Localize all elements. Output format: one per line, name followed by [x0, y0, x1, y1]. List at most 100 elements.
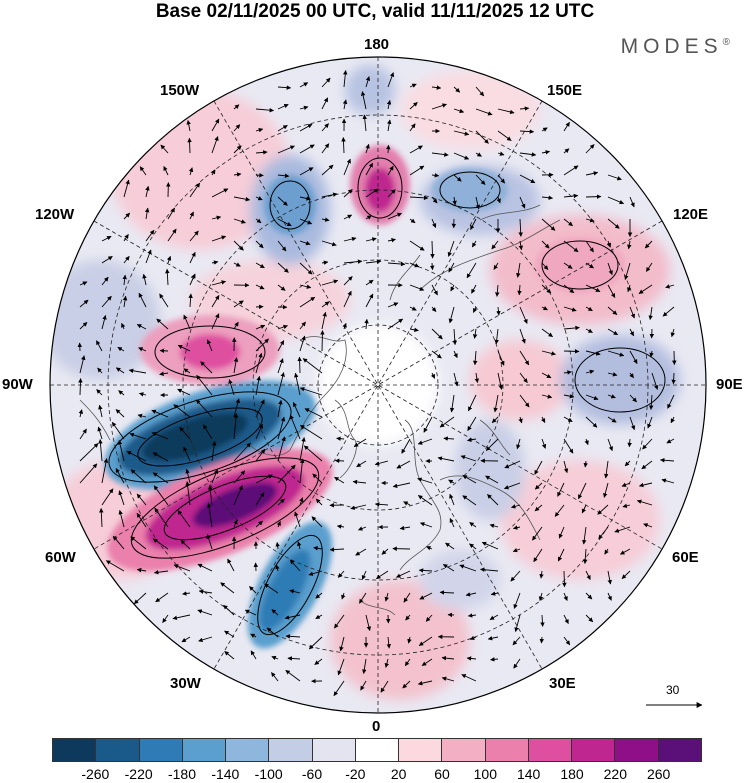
wind-arrow	[277, 436, 286, 462]
wind-arrow	[607, 262, 613, 276]
wind-arrow	[606, 240, 612, 248]
wind-arrow	[78, 378, 83, 396]
wind-arrow	[460, 455, 477, 462]
colorbar	[52, 738, 702, 762]
wind-arrow	[563, 148, 570, 154]
wind-arrow	[541, 394, 553, 399]
wind-arrow	[206, 502, 213, 528]
wind-arrow	[534, 482, 543, 490]
wind-arrow	[607, 174, 622, 181]
wind-arrow	[79, 443, 99, 462]
wind-arrow	[197, 563, 213, 572]
wind-arrow	[115, 468, 125, 484]
wind-arrow	[629, 196, 635, 208]
wind-arrow	[152, 472, 169, 484]
wind-arrow	[472, 328, 478, 339]
wind-arrow	[513, 592, 521, 609]
wind-arrow	[386, 636, 392, 649]
wind-arrow	[495, 284, 500, 297]
wind-arrow	[563, 240, 579, 253]
wind-arrow	[321, 123, 329, 132]
wind-arrow	[334, 614, 345, 629]
wind-arrow	[380, 680, 389, 693]
wind-arrow	[79, 281, 88, 286]
wind-arrow	[598, 526, 609, 540]
wind-arrow	[607, 570, 612, 585]
lon-label-30w: 30W	[170, 675, 201, 692]
wind-arrow	[431, 173, 440, 178]
wind-arrow	[558, 526, 565, 539]
colorbar-swatch	[52, 738, 97, 762]
wind-arrow	[211, 440, 217, 462]
wind-arrow	[255, 338, 269, 352]
wind-arrow	[365, 279, 374, 286]
wind-arrow	[255, 284, 265, 290]
lon-label-150w: 150W	[160, 82, 200, 99]
wind-arrow	[585, 306, 593, 312]
wind-arrow	[299, 335, 306, 352]
wind-arrow	[336, 524, 345, 529]
wind-arrow	[97, 367, 103, 374]
wind-arrow	[450, 284, 455, 292]
wind-arrow	[360, 91, 367, 110]
wind-arrow	[490, 657, 499, 662]
wind-arrow	[629, 416, 636, 431]
wind-arrow	[315, 614, 323, 620]
wind-arrow	[196, 374, 213, 396]
wind-arrow	[233, 300, 244, 308]
wind-arrow	[405, 614, 411, 621]
wind-arrow	[430, 240, 435, 259]
wind-arrow	[321, 311, 327, 330]
wind-arrow	[519, 196, 526, 209]
wind-arrow	[302, 358, 323, 374]
wind-arrow	[459, 564, 477, 572]
wind-arrow	[292, 401, 301, 418]
wind-arrow	[563, 592, 568, 602]
wind-arrow	[167, 228, 177, 242]
wind-arrow	[255, 520, 263, 528]
wind-arrow	[491, 416, 499, 424]
wind-arrow	[299, 296, 316, 308]
wind-arrow	[614, 526, 631, 533]
colorbar-tick-label: 260	[646, 766, 671, 782]
wind-arrow	[364, 318, 369, 330]
wind-arrow	[431, 284, 438, 296]
lon-label-180: 180	[364, 36, 390, 53]
wind-arrow	[447, 240, 455, 257]
wind-arrow	[512, 525, 521, 530]
lon-label-90w: 90W	[2, 376, 33, 393]
wind-arrow	[334, 476, 345, 484]
wind-arrow	[79, 321, 88, 330]
wind-arrow	[277, 262, 289, 273]
colorbar-tick-label: -20	[345, 766, 366, 782]
colorbar-tick-label: -220	[124, 766, 153, 782]
wind-arrow	[644, 240, 653, 249]
wind-arrow	[563, 614, 569, 625]
wind-arrow	[607, 394, 616, 399]
wind-arrow	[475, 196, 481, 210]
wind-arrow	[96, 340, 103, 352]
wind-arrow	[355, 548, 367, 556]
wind-arrow	[513, 658, 521, 669]
wind-arrow	[585, 369, 595, 375]
wind-arrow	[177, 510, 191, 528]
wind-arrow	[211, 188, 229, 198]
wind-arrow	[629, 306, 635, 319]
wind-arrow	[159, 293, 169, 308]
wind-arrow	[439, 590, 455, 595]
wind-arrow	[467, 613, 477, 618]
registered-mark: ®	[722, 37, 730, 48]
wind-arrow	[466, 262, 477, 279]
wind-arrow	[299, 262, 313, 275]
wind-arrow	[392, 482, 411, 489]
wind-arrow	[118, 509, 125, 528]
wind-arrow	[493, 262, 499, 270]
colorbar-swatch	[615, 738, 659, 762]
wind-arrow	[145, 185, 150, 198]
wind-arrow	[471, 284, 477, 294]
wind-arrow	[386, 99, 392, 110]
wind-arrow	[426, 546, 433, 551]
wind-arrow	[289, 589, 301, 594]
wind-arrow	[289, 414, 301, 440]
wind-arrow	[585, 394, 599, 401]
